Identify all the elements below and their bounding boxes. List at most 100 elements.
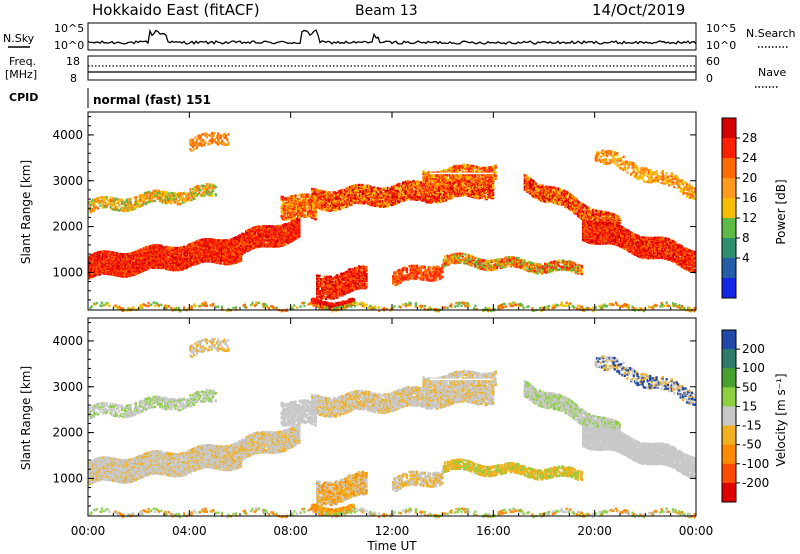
power-echo-cell bbox=[186, 260, 189, 263]
power-echo-cell bbox=[185, 245, 188, 249]
power-echo-cell bbox=[280, 230, 283, 233]
power-echo-cell bbox=[229, 238, 233, 241]
power-echo-cell bbox=[228, 254, 231, 258]
power-echo-cell bbox=[228, 256, 231, 260]
power-echo-cell bbox=[126, 267, 129, 270]
power-echo-cell bbox=[165, 249, 168, 252]
power-echo-cell bbox=[237, 250, 240, 253]
power-echo-cell bbox=[191, 246, 195, 250]
power-echo-cell bbox=[198, 250, 201, 253]
power-echo-cell bbox=[209, 250, 212, 253]
power-echo-cell bbox=[88, 260, 91, 264]
power-echo-cell bbox=[162, 247, 165, 250]
power-echo-cell bbox=[210, 247, 214, 250]
power-echo-cell bbox=[127, 256, 130, 260]
power-echo-cell bbox=[186, 254, 189, 257]
power-echo-cell bbox=[138, 257, 141, 260]
power-echo-cell bbox=[191, 259, 195, 262]
power-echo-cell bbox=[262, 244, 265, 247]
power-echo-cell bbox=[251, 227, 254, 230]
power-echo-cell bbox=[98, 257, 101, 260]
power-echo-cell bbox=[129, 200, 132, 204]
power-echo-cell bbox=[199, 239, 202, 242]
power-echo-cell bbox=[214, 255, 217, 258]
power-echo-cell bbox=[271, 229, 274, 232]
power-echo-cell bbox=[245, 238, 248, 241]
power-echo-cell bbox=[252, 236, 255, 240]
power-echo-cell bbox=[267, 231, 271, 234]
power-echo-cell bbox=[119, 275, 122, 278]
power-echo-cell bbox=[248, 238, 252, 241]
power-echo-cell bbox=[237, 239, 240, 243]
power-echo-cell bbox=[271, 227, 274, 230]
power-echo-cell bbox=[271, 239, 274, 242]
power-echo-cell bbox=[218, 257, 221, 260]
power-echo-cell bbox=[118, 271, 121, 275]
power-echo-cell bbox=[228, 242, 231, 245]
power-echo-cell bbox=[141, 248, 144, 252]
power-echo-cell bbox=[262, 224, 265, 228]
power-echo-cell bbox=[266, 229, 269, 232]
power-echo-cell bbox=[250, 229, 253, 232]
power-echo-cell bbox=[219, 250, 222, 253]
power-echo-cell bbox=[279, 243, 282, 247]
power-echo-cell bbox=[112, 260, 115, 263]
power-echo-cell bbox=[115, 252, 119, 255]
power-echo-cell bbox=[279, 226, 282, 230]
power-echo-cell bbox=[199, 242, 202, 245]
power-echo-cell bbox=[222, 248, 225, 251]
power-echo-cell bbox=[101, 253, 105, 256]
power-echo-cell bbox=[217, 249, 220, 252]
power-echo-cell bbox=[180, 253, 183, 256]
power-echo-cell bbox=[213, 259, 216, 263]
power-echo-cell bbox=[165, 256, 168, 260]
power-echo-cell bbox=[139, 257, 143, 260]
power-echo-cell bbox=[247, 241, 250, 244]
power-echo-cell bbox=[164, 266, 167, 269]
power-echo-cell bbox=[176, 257, 179, 261]
power-echo-cell bbox=[223, 259, 226, 262]
power-echo-cell bbox=[108, 253, 111, 257]
power-echo-cell bbox=[126, 253, 129, 256]
power-echo-cell bbox=[191, 241, 195, 245]
power-echo-cell bbox=[115, 267, 119, 270]
power-echo-cell bbox=[91, 265, 94, 268]
power-echo-cell bbox=[133, 251, 136, 254]
power-echo-cell bbox=[96, 260, 100, 263]
power-echo-cell bbox=[260, 244, 263, 247]
power-echo-cell bbox=[210, 238, 214, 241]
power-heatmap bbox=[88, 131, 696, 313]
power-echo-cell bbox=[242, 232, 245, 236]
power-echo-cell bbox=[229, 258, 233, 261]
power-echo-cell bbox=[175, 249, 178, 253]
power-echo-cell bbox=[238, 234, 241, 237]
power-echo-cell bbox=[224, 242, 227, 245]
power-echo-cell bbox=[107, 257, 110, 260]
power-echo-cell bbox=[143, 253, 146, 257]
power-echo-cell bbox=[274, 227, 277, 230]
power-echo-cell bbox=[260, 233, 263, 236]
power-echo-cell bbox=[126, 270, 129, 273]
power-echo-cell bbox=[256, 238, 259, 241]
power-echo-cell bbox=[189, 243, 192, 246]
power-echo-cell bbox=[129, 256, 132, 259]
power-echo-cell bbox=[139, 248, 143, 251]
power-echo-cell bbox=[185, 263, 188, 267]
power-echo-cell bbox=[207, 238, 210, 241]
power-echo-cell bbox=[212, 238, 215, 241]
power-echo-cell bbox=[138, 267, 141, 270]
power-echo-cell bbox=[276, 234, 279, 237]
power-echo-cell bbox=[99, 266, 102, 270]
power-echo-cell bbox=[269, 229, 272, 232]
power-echo-cell bbox=[205, 251, 208, 254]
power-echo-cell bbox=[139, 270, 143, 273]
power-echo-cell bbox=[259, 234, 262, 237]
power-echo-cell bbox=[90, 267, 93, 271]
power-echo-cell bbox=[252, 226, 255, 229]
power-echo-cell bbox=[142, 252, 145, 255]
power-echo-cell bbox=[123, 275, 126, 278]
power-echo-cell bbox=[122, 272, 125, 275]
power-echo-cell bbox=[93, 272, 96, 276]
power-echo-cell bbox=[167, 257, 170, 260]
power-echo-cell bbox=[255, 228, 258, 232]
